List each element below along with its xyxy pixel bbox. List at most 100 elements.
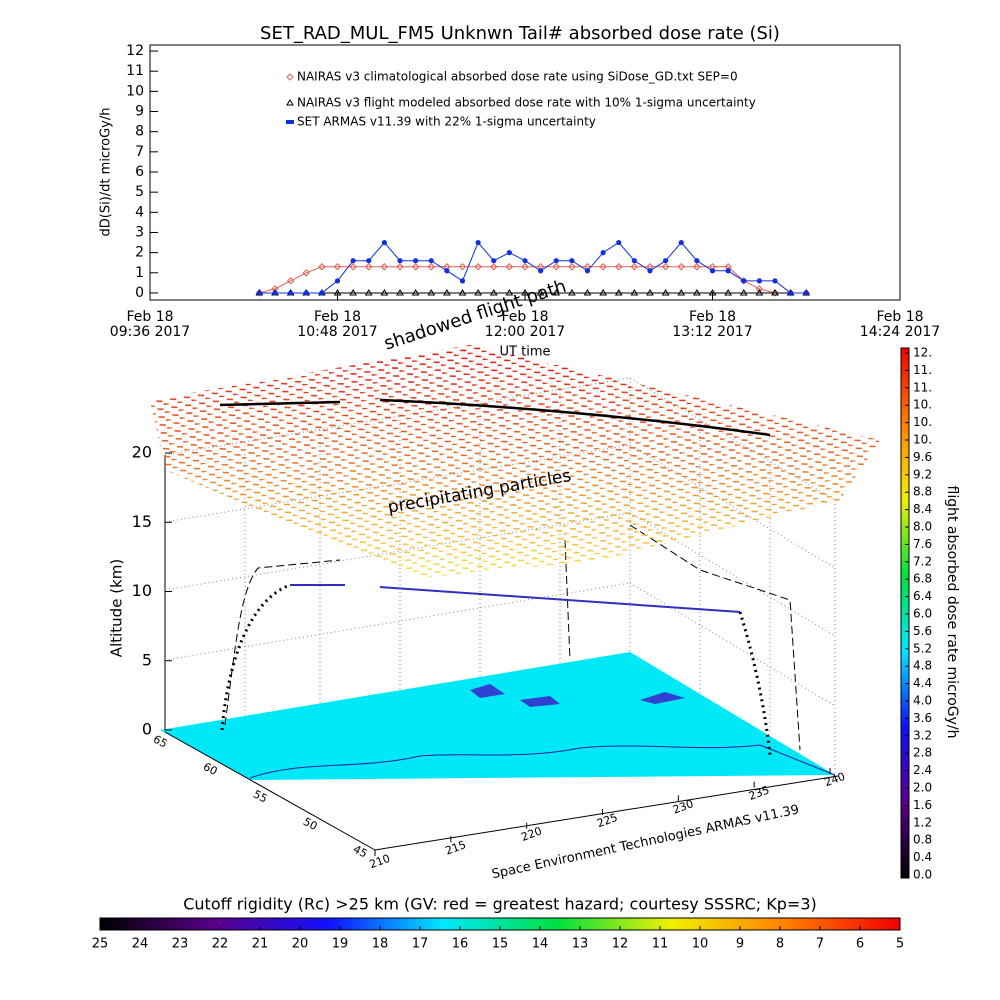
- colorbar-tick-label: 15: [492, 937, 509, 952]
- colorbar-tick-label: 5.6: [913, 624, 932, 638]
- flight-path: [290, 584, 741, 613]
- x-tick-label: 10:48 2017: [297, 324, 377, 340]
- z-tick-label: 20: [132, 443, 152, 462]
- data-point: [709, 268, 716, 274]
- islands: [470, 684, 685, 707]
- credit: Space Environment Technologies ARMAS v11…: [490, 802, 800, 882]
- data-point: [489, 288, 498, 296]
- coastline: [249, 744, 836, 779]
- data-point: [272, 290, 278, 296]
- colorbar-tick-label: 0.0: [913, 868, 932, 882]
- colorbar: [900, 347, 910, 879]
- colorbar-label: Cutoff rigidity (Rc) >25 km (GV: red = g…: [183, 895, 817, 914]
- data-point: [506, 250, 512, 256]
- data-point: [692, 288, 701, 296]
- data-point: [397, 258, 403, 264]
- data-point: [646, 288, 654, 296]
- data-point: [413, 258, 419, 264]
- data-point: [459, 278, 466, 284]
- colorbar-tick-label: 23: [172, 937, 189, 952]
- colorbar-tick-label: 2.4: [913, 763, 932, 777]
- data-point: [552, 263, 560, 271]
- data-point: [396, 288, 404, 296]
- data-point: [678, 239, 684, 246]
- colorbar-tick-label: 3.6: [913, 711, 932, 725]
- data-point: [442, 288, 451, 296]
- colorbar-tick-label: 6.8: [913, 572, 932, 586]
- z-tick-label: 10: [132, 581, 152, 600]
- x-tick-label: Feb 18: [689, 309, 736, 325]
- data-point: [349, 263, 357, 271]
- colorbar-tick-label: 2.8: [913, 746, 932, 760]
- colorbar-tick-label: 11.: [913, 363, 932, 377]
- colorbar-tick-label: 8: [776, 937, 784, 952]
- lon-tick-label: 235: [747, 783, 771, 802]
- data-point: [474, 288, 483, 296]
- z-tick-label: 15: [132, 512, 152, 531]
- y-tick-label: 12: [126, 43, 144, 59]
- data-point: [444, 268, 450, 274]
- data-point: [536, 288, 545, 296]
- y-tick-label: 6: [135, 164, 144, 180]
- data-point: [755, 288, 764, 296]
- z-tick-label: 5: [142, 650, 152, 669]
- x-tick-label: Feb 18: [876, 309, 923, 325]
- data-point: [755, 285, 764, 293]
- data-point: [708, 288, 717, 296]
- data-point: [318, 263, 326, 271]
- x-axis-label: UT time: [500, 345, 551, 360]
- data-point: [693, 263, 701, 271]
- data-point: [474, 263, 482, 271]
- colorbar-tick-label: 8.8: [913, 485, 932, 499]
- data-point: [803, 290, 809, 296]
- ascent-path: [220, 583, 291, 731]
- colorbar-tick-label: 25: [92, 937, 109, 952]
- data-point: [380, 263, 389, 271]
- data-point: [349, 288, 358, 296]
- colorbar-tick-label: 14: [532, 937, 549, 952]
- colorbar-tick-label: 10.: [913, 415, 932, 429]
- legend-marker: [286, 99, 294, 106]
- colorbar-tick-label: 12.: [913, 346, 932, 360]
- data-point: [380, 288, 389, 296]
- data-point: [333, 288, 342, 296]
- data-point: [694, 258, 700, 264]
- series-line: [259, 241, 807, 294]
- legend-marker: [286, 73, 294, 81]
- data-point: [428, 258, 434, 264]
- colorbar-tick-label: 4.4: [913, 676, 932, 690]
- lat-tick-label: 55: [251, 788, 269, 806]
- x-tick-label: Feb 18: [314, 309, 361, 325]
- colorbar-tick-label: 6: [856, 937, 864, 952]
- lat-tick-label: 45: [351, 843, 369, 861]
- data-point: [631, 258, 637, 264]
- data-point: [553, 258, 559, 264]
- data-point: [411, 288, 420, 296]
- y-tick-label: 11: [126, 63, 144, 79]
- data-point: [600, 250, 606, 256]
- colorbar-tick-label: 16: [452, 937, 469, 952]
- data-point: [677, 263, 685, 271]
- data-point: [647, 268, 653, 274]
- z-axis-label: Altitude (km): [108, 559, 126, 657]
- lon-tick-label: 210: [368, 852, 392, 871]
- data-point: [584, 268, 591, 274]
- chart-title: SET_RAD_MUL_FM5 Unknwn Tail# absorbed do…: [260, 23, 780, 44]
- data-point: [334, 278, 341, 284]
- colorbar-tick-label: 10.: [913, 398, 932, 412]
- colorbar-tick-label: 17: [412, 937, 429, 952]
- data-point: [505, 288, 514, 296]
- data-point: [615, 263, 623, 271]
- y-tick-label: 2: [135, 245, 144, 261]
- data-point: [522, 258, 528, 264]
- y-axis-label: dD(Si)/dt microGy/h: [99, 108, 114, 237]
- map-floor: [160, 652, 835, 780]
- data-point: [475, 239, 481, 246]
- legend-label: SET ARMAS v11.39 with 22% 1-sigma uncert…: [297, 115, 596, 129]
- y-tick-label: 4: [135, 204, 144, 220]
- data-point: [365, 263, 373, 271]
- data-point: [256, 290, 262, 296]
- data-point: [366, 258, 372, 264]
- colorbar-tick-label: 6.0: [913, 607, 932, 621]
- data-point: [288, 290, 294, 296]
